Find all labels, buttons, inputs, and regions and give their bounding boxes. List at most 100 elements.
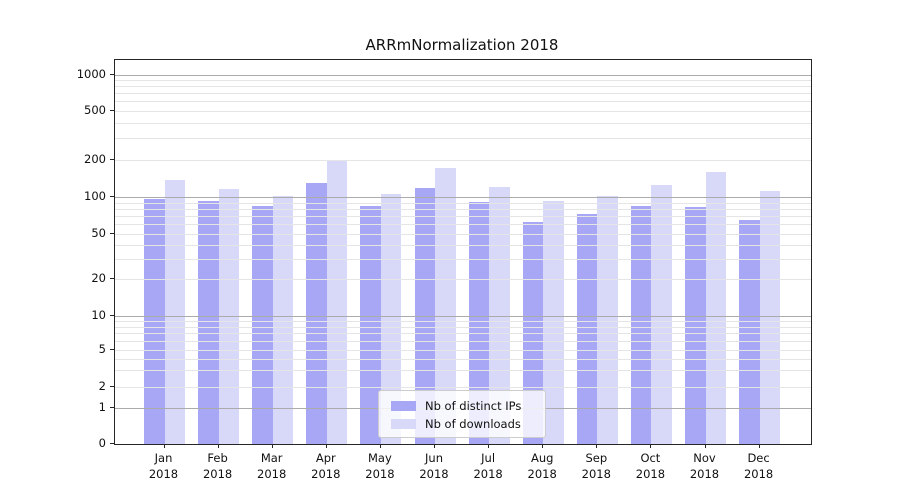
x-tick-mark [542,444,544,448]
bar-distinct-ips-nov [685,207,706,444]
gridline-20 [115,278,811,280]
legend: Nb of distinct IPs Nb of downloads [378,390,546,438]
x-tick-mark [271,444,273,448]
x-tick-mark [596,444,598,448]
x-tick-mark [325,444,327,448]
x-tick-label-apr: Apr 2018 [311,451,341,481]
y-tick-label-20: 20 [91,270,106,285]
bar-downloads-oct [651,185,672,444]
y-tick-mark [110,385,114,387]
bar-downloads-dec [759,191,781,444]
x-tick-mark [217,444,219,448]
gridline-30 [115,258,811,260]
x-tick-label-oct: Oct 2018 [635,451,666,481]
gridline-3 [115,370,811,372]
y-tick-label-200: 200 [84,152,106,166]
bar-distinct-ips-jul [468,201,490,444]
bar-downloads-may [380,193,402,444]
gridline-1000 [115,74,811,76]
gridline-2 [115,386,811,388]
gridline-200 [115,160,811,161]
gridline-70 [115,216,811,217]
x-tick-label-aug: Aug 2018 [527,451,557,481]
bar-downloads-jan [164,179,185,444]
gridline-100 [115,197,811,199]
x-tick-mark [650,444,652,448]
x-tick-label-mar: Mar 2018 [257,451,287,481]
bar-distinct-ips-mar [252,205,273,444]
bar-distinct-ips-apr [306,182,327,444]
gridline-90 [115,202,811,204]
bar-distinct-ips-may [360,206,381,444]
gridline-6 [115,340,811,342]
x-tick-label-dec: Dec 2018 [743,451,774,481]
gridline-80 [115,209,811,210]
gridline-7 [115,333,811,335]
y-tick-mark [110,315,114,316]
gridline-600 [115,101,811,102]
y-tick-mark [110,443,114,444]
plot-area: Nb of distinct IPs Nb of downloads [114,59,812,445]
gridline-9 [115,321,811,323]
bar-downloads-mar [272,195,294,444]
bar-downloads-apr [326,160,348,444]
gridline-60 [115,224,811,226]
bar-distinct-ips-dec [739,219,760,444]
x-tick-mark [758,444,760,448]
gridline-40 [115,244,811,246]
x-tick-mark [704,444,706,448]
y-tick-label-1000: 1000 [76,66,106,81]
x-tick-mark [163,444,165,448]
legend-swatch-distinct-ips [391,401,416,411]
x-tick-label-jun: Jun 2018 [419,451,449,481]
y-tick-mark [110,407,114,408]
bar-downloads-sep [597,195,618,444]
bar-downloads-aug [543,200,564,444]
y-tick-label-50: 50 [91,225,106,240]
x-tick-label-feb: Feb 2018 [202,451,233,481]
x-tick-mark [434,444,435,448]
y-tick-mark [110,109,114,111]
y-tick-label-0: 0 [98,436,106,450]
y-tick-mark [110,277,114,279]
gridline-300 [115,138,811,140]
bar-downloads-jul [489,186,510,444]
bar-distinct-ips-sep [576,213,598,444]
y-tick-label-1: 1 [98,400,106,414]
gridline-400 [115,122,811,124]
gridline-900 [115,80,811,81]
y-tick-mark [110,348,114,350]
bar-downloads-jun [435,167,456,444]
y-tick-label-10: 10 [91,308,106,322]
gridline-5 [115,349,811,351]
gridline-700 [115,93,811,94]
legend-item-downloads: Nb of downloads [391,415,545,433]
chart-title: ARRmNormalization 2018 [365,36,559,54]
legend-swatch-downloads [391,419,416,429]
y-tick-mark [110,73,114,75]
y-tick-label-2: 2 [98,378,106,393]
y-tick-mark [110,232,114,234]
x-tick-label-may: May 2018 [365,451,395,481]
gridline-50 [115,233,811,235]
legend-label-distinct-ips: Nb of distinct IPs [425,399,522,413]
x-tick-label-sep: Sep 2018 [581,451,611,481]
y-tick-label-500: 500 [84,102,106,117]
gridline-500 [115,110,811,112]
bar-distinct-ips-jun [414,187,435,444]
gridline-10 [115,316,811,317]
x-tick-label-nov: Nov 2018 [689,451,720,481]
x-tick-label-jul: Jul 2018 [473,451,503,481]
y-tick-label-100: 100 [84,189,106,204]
gridline-8 [115,326,811,328]
legend-label-downloads: Nb of downloads [425,417,521,431]
legend-item-distinct-ips: Nb of distinct IPs [391,397,545,415]
gridline-800 [115,86,811,88]
y-tick-mark [110,159,114,160]
x-tick-mark [488,444,490,448]
gridline-4 [115,358,811,360]
bar-distinct-ips-oct [630,206,652,444]
y-tick-label-5: 5 [98,341,106,356]
bar-downloads-nov [705,172,726,444]
bar-distinct-ips-feb [198,200,219,444]
